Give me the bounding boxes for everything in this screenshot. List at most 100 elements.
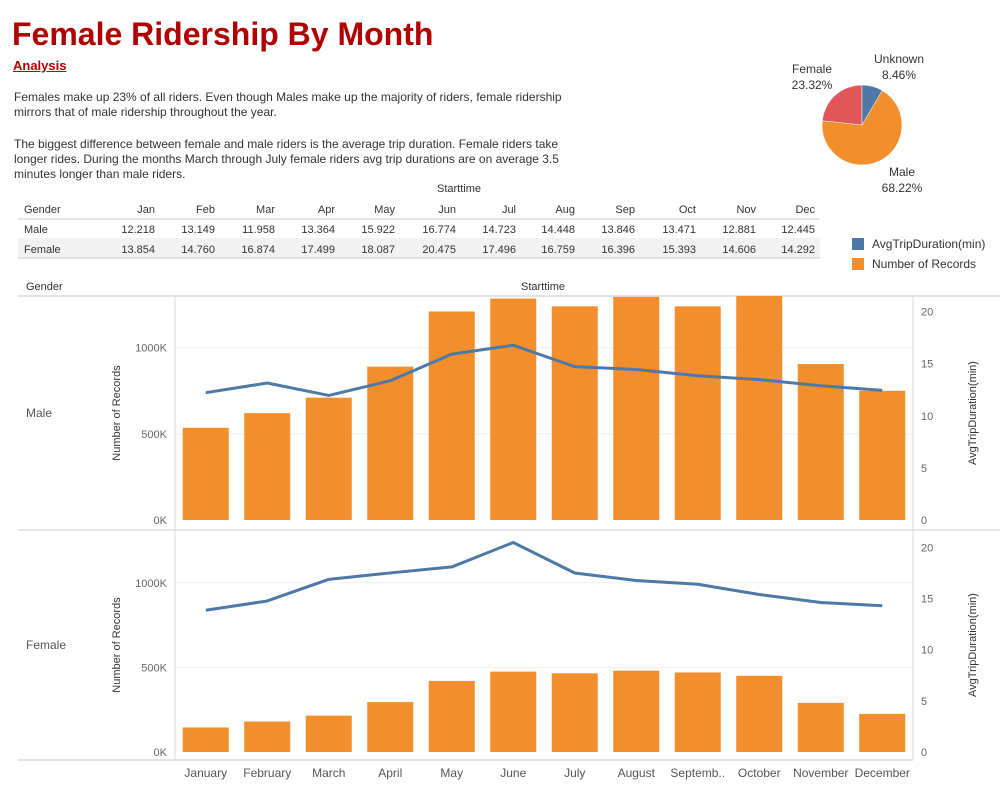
table-col-header-nov: Nov bbox=[736, 204, 756, 216]
table-cell: 14.448 bbox=[541, 224, 575, 236]
chart-row-header: Gender bbox=[26, 281, 63, 293]
pie-slice-female bbox=[821, 84, 863, 126]
table-cell: 16.774 bbox=[422, 224, 456, 236]
pie-percent-female: 23.32% bbox=[792, 78, 833, 92]
y-tick-label: 500K bbox=[141, 662, 167, 674]
pie-label-unknown: Unknown bbox=[874, 52, 924, 66]
table-cell: 12.881 bbox=[722, 224, 756, 236]
table-col-header-may: May bbox=[374, 204, 395, 216]
ridership-combo-chart: Gender StarttimeMale0K500K1000K05101520Nu… bbox=[18, 281, 1000, 780]
bar-records bbox=[305, 715, 352, 752]
legend: AvgTripDuration(min) Number of Records bbox=[852, 234, 985, 274]
panel-label-female: Female bbox=[26, 638, 66, 652]
analysis-paragraph-2: The biggest difference between female an… bbox=[14, 137, 559, 181]
line-avg-duration bbox=[205, 540, 883, 612]
table-cell: 16.396 bbox=[601, 244, 635, 256]
table-col-header-jun: Jun bbox=[438, 204, 456, 216]
table-row-label-male: Male bbox=[24, 224, 48, 236]
table-col-header-mar: Mar bbox=[256, 204, 275, 216]
x-tick-label: August bbox=[618, 766, 656, 780]
table-cell: 13.471 bbox=[662, 224, 696, 236]
bar-records bbox=[490, 298, 537, 520]
y2-tick-label: 20 bbox=[921, 307, 933, 319]
bar-records bbox=[182, 727, 229, 752]
y2-tick-label: 5 bbox=[921, 696, 927, 708]
y-tick-label: 0K bbox=[154, 747, 168, 759]
y-tick-label: 0K bbox=[154, 515, 168, 527]
y2-axis-title: AvgTripDuration(min) bbox=[967, 593, 979, 697]
legend-label-avg-duration: AvgTripDuration(min) bbox=[872, 237, 986, 251]
table-col-header-jul: Jul bbox=[502, 204, 516, 216]
bar-records bbox=[859, 713, 906, 752]
table-col-header-aug: Aug bbox=[555, 204, 575, 216]
table-cell: 17.499 bbox=[301, 244, 335, 256]
y2-tick-label: 5 bbox=[921, 463, 927, 475]
bar-records bbox=[428, 311, 475, 520]
bar-records bbox=[613, 296, 660, 520]
chart-column-header: Starttime bbox=[521, 281, 565, 293]
y2-tick-label: 10 bbox=[921, 645, 933, 657]
bar-records bbox=[305, 397, 352, 520]
bar-records bbox=[551, 673, 598, 752]
table-cell: 13.364 bbox=[301, 224, 335, 236]
y2-tick-label: 15 bbox=[921, 359, 933, 371]
x-tick-label: January bbox=[184, 766, 227, 780]
legend-item-avg-duration[interactable]: AvgTripDuration(min) bbox=[852, 234, 985, 254]
legend-swatch-records bbox=[852, 258, 864, 270]
x-tick-label: December bbox=[855, 766, 910, 780]
bar-records bbox=[244, 413, 291, 520]
bar-records bbox=[613, 670, 660, 752]
table-cell: 11.958 bbox=[242, 224, 275, 236]
x-tick-label: July bbox=[564, 766, 585, 780]
x-tick-label: Septemb.. bbox=[670, 766, 725, 780]
y2-axis-title: AvgTripDuration(min) bbox=[967, 361, 979, 465]
table-col-header-dec: Dec bbox=[795, 204, 815, 216]
table-cell: 15.922 bbox=[361, 224, 395, 236]
pie-percent-male: 68.22% bbox=[882, 181, 923, 195]
y-tick-label: 500K bbox=[141, 429, 167, 441]
table-col-header-apr: Apr bbox=[318, 204, 335, 216]
y2-tick-label: 0 bbox=[921, 747, 927, 759]
y2-tick-label: 15 bbox=[921, 594, 933, 606]
y2-tick-label: 20 bbox=[921, 542, 933, 554]
bar-records bbox=[551, 306, 598, 520]
x-tick-label: June bbox=[500, 766, 526, 780]
pie-label-male: Male bbox=[889, 165, 915, 179]
table-cell: 14.292 bbox=[781, 244, 815, 256]
table-cell: 14.760 bbox=[181, 244, 215, 256]
y-tick-label: 1000K bbox=[135, 578, 167, 590]
x-tick-label: March bbox=[312, 766, 345, 780]
pie-percent-unknown: 8.46% bbox=[882, 68, 916, 82]
table-col-header-feb: Feb bbox=[196, 204, 215, 216]
table-column-group-header: Starttime bbox=[437, 183, 481, 195]
table-cell: 16.874 bbox=[241, 244, 275, 256]
y2-tick-label: 0 bbox=[921, 515, 927, 527]
bar-records bbox=[736, 296, 783, 520]
y-axis-title: Number of Records bbox=[111, 597, 123, 693]
bar-records bbox=[736, 675, 783, 752]
bar-records bbox=[428, 680, 475, 752]
bar-records bbox=[367, 702, 414, 752]
bar-records bbox=[182, 427, 229, 520]
table-cell: 13.854 bbox=[121, 244, 155, 256]
x-tick-label: April bbox=[378, 766, 402, 780]
legend-label-records: Number of Records bbox=[872, 257, 977, 271]
pie-label-female: Female bbox=[792, 62, 832, 76]
table-cell: 13.149 bbox=[181, 224, 215, 236]
pie-slice-male bbox=[821, 90, 903, 166]
table-col-header-jan: Jan bbox=[137, 204, 155, 216]
legend-item-records[interactable]: Number of Records bbox=[852, 254, 985, 274]
table-cell: 14.606 bbox=[722, 244, 756, 256]
panel-label-male: Male bbox=[26, 406, 52, 420]
analysis-paragraph-1: Females make up 23% of all riders. Even … bbox=[14, 90, 562, 119]
x-tick-label: November bbox=[793, 766, 848, 780]
bar-records bbox=[244, 721, 291, 752]
y2-tick-label: 10 bbox=[921, 411, 933, 423]
table-cell: 15.393 bbox=[662, 244, 696, 256]
analysis-link[interactable]: Analysis bbox=[13, 58, 67, 73]
table-row-band bbox=[18, 238, 820, 258]
bar-records bbox=[797, 364, 844, 520]
table-cell: 12.445 bbox=[781, 224, 815, 236]
table-col-header-sep: Sep bbox=[615, 204, 635, 216]
bar-records bbox=[674, 672, 721, 752]
